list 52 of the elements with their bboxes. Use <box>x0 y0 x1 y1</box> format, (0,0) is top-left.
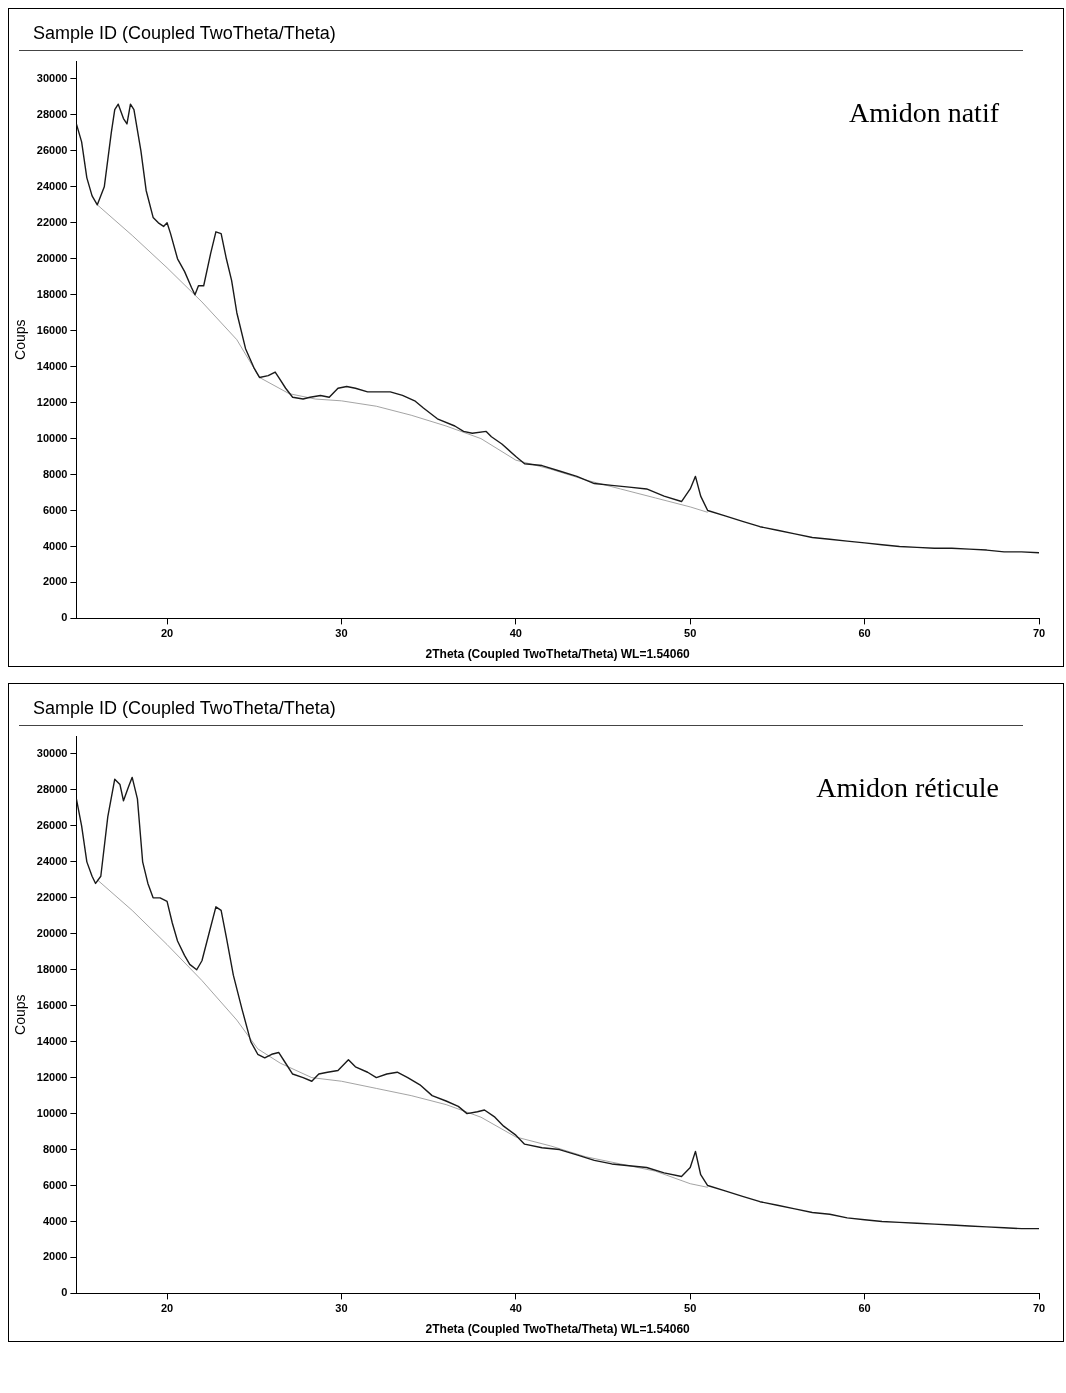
y-tick-label: 16000 <box>36 998 68 1011</box>
x-tick-label: 60 <box>858 1302 871 1315</box>
y-tick-label: 14000 <box>36 359 68 372</box>
y-tick-label: 26000 <box>36 143 68 156</box>
x-tick-label: 30 <box>335 1302 348 1315</box>
chart-title: Sample ID (Coupled TwoTheta/Theta) <box>19 9 1023 51</box>
y-tick-label: 26000 <box>36 818 68 831</box>
y-tick-label: 16000 <box>36 323 68 336</box>
y-tick-label: 2000 <box>42 575 68 588</box>
y-tick-label: 30000 <box>36 747 68 760</box>
y-tick-label: 8000 <box>42 467 68 480</box>
annotation: Amidon réticule <box>816 772 999 804</box>
x-axis-title: 2Theta (Coupled TwoTheta/Theta) WL=1.54060 <box>425 647 691 662</box>
x-tick-label: 50 <box>684 1302 697 1315</box>
y-tick-label: 22000 <box>36 890 68 903</box>
x-tick-label: 60 <box>858 627 871 640</box>
y-tick-label: 18000 <box>36 287 68 300</box>
y-tick-label: 30000 <box>36 72 68 85</box>
y-tick-label: 22000 <box>36 215 68 228</box>
x-tick-label: 30 <box>335 627 348 640</box>
y-tick-label: 14000 <box>36 1034 68 1047</box>
y-tick-label: 12000 <box>36 1070 68 1083</box>
annotation: Amidon natif <box>848 97 1000 129</box>
y-tick-label: 2000 <box>42 1250 68 1263</box>
y-axis-title: Coups <box>12 994 29 1035</box>
y-tick-label: 28000 <box>36 107 68 120</box>
y-tick-label: 28000 <box>36 782 68 795</box>
y-tick-label: 8000 <box>42 1142 68 1155</box>
y-tick-label: 10000 <box>36 1106 68 1119</box>
y-tick-label: 20000 <box>36 251 68 264</box>
x-tick-label: 70 <box>1032 627 1046 640</box>
y-tick-label: 4000 <box>42 539 68 552</box>
y-tick-label: 24000 <box>36 179 68 192</box>
x-tick-label: 40 <box>509 627 522 640</box>
y-tick-label: 6000 <box>42 1178 68 1191</box>
y-tick-label: 18000 <box>36 962 68 975</box>
y-tick-label: 12000 <box>36 395 68 408</box>
chart-title: Sample ID (Coupled TwoTheta/Theta) <box>19 684 1023 726</box>
y-tick-label: 24000 <box>36 854 68 867</box>
y-tick-label: 20000 <box>36 926 68 939</box>
x-tick-label: 50 <box>684 627 697 640</box>
y-tick-label: 0 <box>61 611 68 624</box>
y-tick-label: 0 <box>61 1286 68 1299</box>
y-tick-label: 10000 <box>36 431 68 444</box>
y-axis-title: Coups <box>12 319 29 360</box>
y-tick-label: 6000 <box>42 503 68 516</box>
y-tick-label: 4000 <box>42 1214 68 1227</box>
x-axis-title: 2Theta (Coupled TwoTheta/Theta) WL=1.54060 <box>425 1322 691 1337</box>
x-tick-label: 40 <box>509 1302 522 1315</box>
x-tick-label: 70 <box>1032 1302 1046 1315</box>
x-tick-label: 20 <box>160 627 174 640</box>
x-tick-label: 20 <box>160 1302 174 1315</box>
